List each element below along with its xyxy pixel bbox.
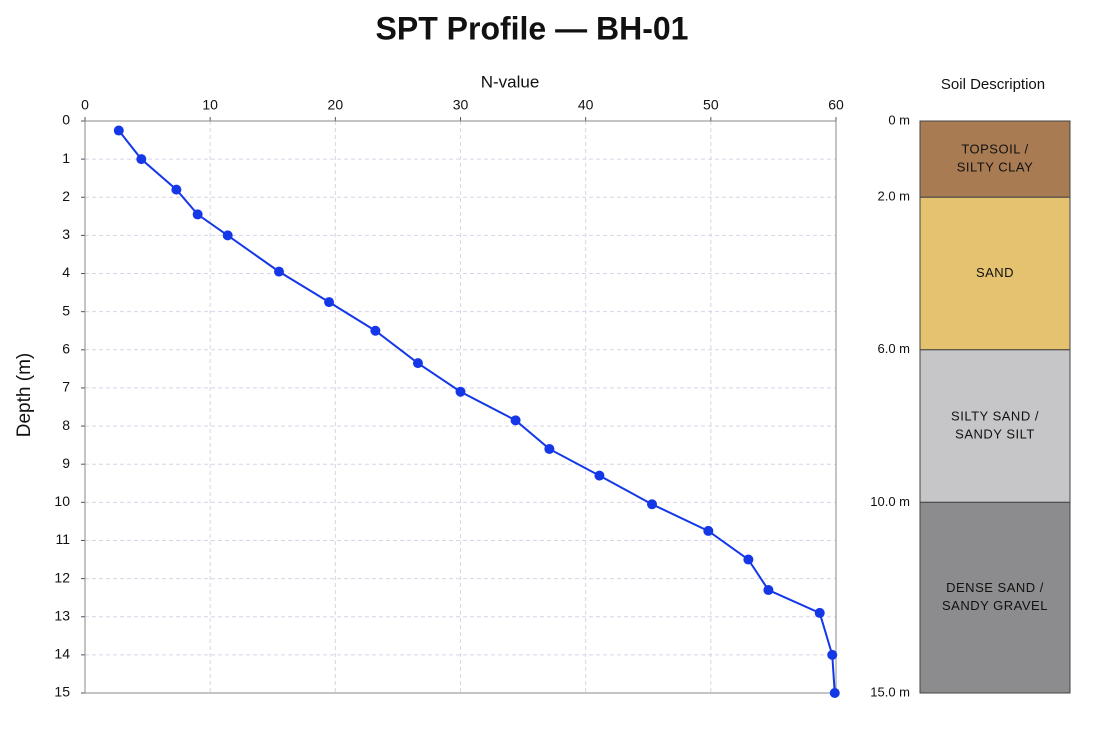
y-tick-label: 5 bbox=[62, 302, 70, 318]
layer-label: SILTY SAND / bbox=[951, 409, 1039, 424]
data-point bbox=[370, 325, 381, 336]
depth-label: 6.0 m bbox=[877, 341, 910, 356]
data-point bbox=[703, 525, 714, 536]
data-point bbox=[827, 649, 838, 660]
layer-label: TOPSOIL / bbox=[961, 142, 1028, 157]
layer-label: SANDY GRAVEL bbox=[942, 598, 1048, 613]
y-tick-label: 1 bbox=[62, 150, 70, 166]
soil-layer bbox=[919, 196, 1071, 351]
x-tick-label: 40 bbox=[578, 97, 594, 113]
data-point bbox=[171, 184, 182, 195]
x-tick-label: 50 bbox=[703, 97, 719, 113]
plot-frame bbox=[84, 120, 837, 694]
data-point bbox=[510, 415, 521, 426]
layer-label: SANDY SILT bbox=[955, 427, 1035, 442]
data-point bbox=[829, 688, 840, 698]
data-point bbox=[544, 443, 555, 454]
y-tick-label: 11 bbox=[55, 531, 70, 547]
data-point bbox=[324, 297, 335, 308]
y-tick-label: 9 bbox=[62, 455, 70, 471]
data-point bbox=[455, 386, 466, 397]
layer-label: SAND bbox=[976, 265, 1014, 280]
layer-label: DENSE SAND / bbox=[946, 580, 1044, 595]
depth-label: 0 m bbox=[888, 112, 910, 127]
data-point bbox=[412, 358, 423, 369]
data-point bbox=[743, 554, 754, 565]
data-point bbox=[192, 209, 203, 220]
depth-label: 10.0 m bbox=[870, 494, 910, 509]
y-tick-label: 4 bbox=[62, 264, 70, 280]
soil-layer bbox=[919, 501, 1071, 694]
data-point bbox=[222, 230, 233, 241]
x-tick-label: 10 bbox=[202, 97, 218, 113]
data-point bbox=[136, 154, 147, 165]
y-tick-label: 10 bbox=[54, 493, 70, 509]
strata-title: Soil Description bbox=[941, 76, 1045, 93]
data-point bbox=[647, 499, 658, 510]
depth-label: 15.0 m bbox=[870, 684, 910, 699]
y-tick-label: 2 bbox=[62, 188, 70, 204]
y-tick-label: 6 bbox=[62, 341, 70, 357]
y-tick-label: 15 bbox=[54, 684, 70, 700]
data-point bbox=[113, 125, 124, 136]
x-axis-label: N-value bbox=[481, 72, 540, 91]
y-tick-label: 13 bbox=[54, 607, 70, 623]
y-axis-label: Depth (m) bbox=[14, 353, 35, 437]
y-tick-label: 0 bbox=[62, 112, 70, 128]
data-point bbox=[274, 266, 285, 277]
x-tick-label: 20 bbox=[328, 97, 344, 113]
data-point bbox=[763, 585, 774, 596]
y-tick-label: 3 bbox=[62, 226, 70, 242]
y-tick-label: 8 bbox=[62, 417, 70, 433]
depth-label: 2.0 m bbox=[877, 189, 910, 204]
x-tick-label: 30 bbox=[453, 97, 469, 113]
x-tick-label: 0 bbox=[81, 97, 89, 113]
layer-label: SILTY CLAY bbox=[957, 160, 1034, 175]
data-point bbox=[814, 607, 825, 618]
chart-title: SPT Profile — BH-01 bbox=[376, 10, 689, 46]
y-tick-label: 12 bbox=[54, 569, 70, 585]
y-tick-label: 7 bbox=[62, 379, 70, 395]
data-point bbox=[594, 470, 605, 481]
soil-layer bbox=[919, 120, 1071, 198]
data-line bbox=[118, 129, 836, 694]
x-tick-label: 60 bbox=[828, 97, 844, 113]
y-tick-label: 14 bbox=[54, 646, 70, 662]
